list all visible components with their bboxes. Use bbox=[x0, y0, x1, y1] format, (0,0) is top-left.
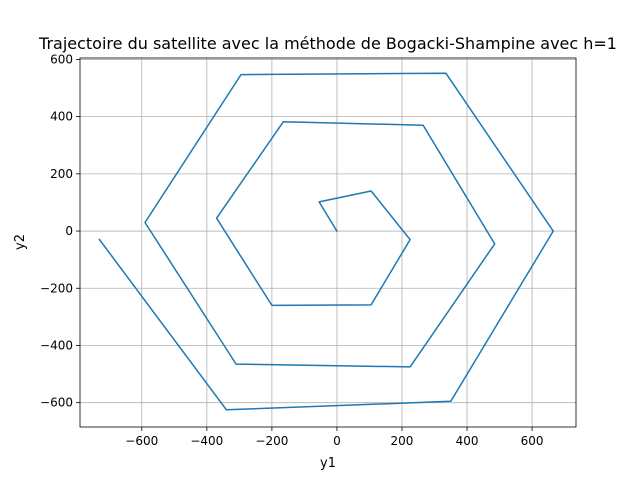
y-tick-label: 200 bbox=[50, 167, 73, 181]
plot-frame bbox=[79, 57, 577, 428]
x-tick-label: 200 bbox=[391, 434, 414, 448]
x-tick-label: 600 bbox=[521, 434, 544, 448]
x-tick-label: −400 bbox=[190, 434, 223, 448]
x-axis-label: y1 bbox=[320, 456, 336, 471]
x-tick-label: 400 bbox=[456, 434, 479, 448]
y-tick-label: −400 bbox=[40, 338, 73, 352]
chart-title: Trajectoire du satellite avec la méthode… bbox=[38, 34, 617, 53]
trajectory-line bbox=[98, 72, 554, 411]
y-axis-label: y2 bbox=[13, 234, 28, 250]
y-tick-label: −600 bbox=[40, 396, 73, 410]
x-tick-label: −600 bbox=[125, 434, 158, 448]
x-tick-label: 0 bbox=[333, 434, 341, 448]
y-tick-label: 400 bbox=[50, 110, 73, 124]
y-tick-label: −200 bbox=[40, 281, 73, 295]
y-tick-label: 600 bbox=[50, 52, 73, 66]
y-tick-label: 0 bbox=[65, 224, 73, 238]
x-tick-label: −200 bbox=[255, 434, 288, 448]
plot-lines bbox=[98, 72, 554, 411]
grid-lines bbox=[80, 58, 576, 427]
axis-ticks: −600 −400 −200 0 200 400 600 −600 −400 −200 0 200 40… bbox=[40, 52, 544, 448]
